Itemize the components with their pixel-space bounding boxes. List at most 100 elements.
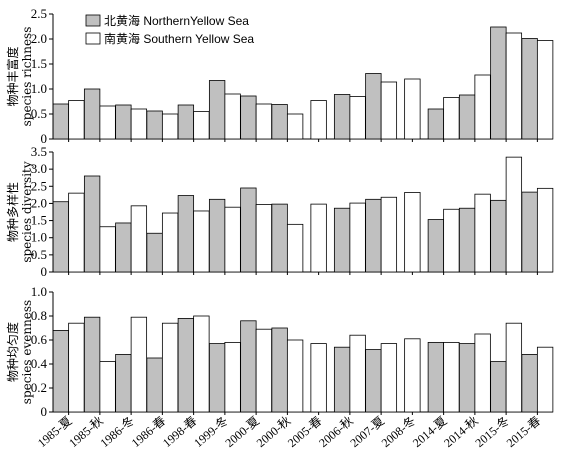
bar-southern [404,192,421,273]
bar-southern [130,205,148,273]
bar-southern [404,78,421,140]
y-tick-label: 1.0 [31,284,47,299]
y-tick-label: 0.8 [31,308,47,323]
bar-southern [193,315,210,413]
x-category-label: 2015-冬 [472,413,512,450]
bar-southern [404,338,421,413]
y-tick-label: 2.0 [31,195,47,210]
bar-northern [240,95,257,140]
bar-northern [208,198,226,273]
bar-southern [130,316,148,413]
bar-northern [115,353,132,413]
bar-southern [68,100,85,140]
x-category-label: 2005-春 [285,414,325,450]
bar-northern [271,327,288,413]
bar-northern [177,104,195,140]
chart-panel-top: 0 0.5 1.0 1.5 2.0 2.5 物种丰富度 species richness [5,6,554,146]
chart-panels: 0 0.5 1.0 1.5 2.0 2.5 物种丰富度 species richness 0 0.… [5,6,554,419]
bar-southern [380,343,398,413]
bar-northern [333,207,351,273]
bar-northern [83,316,101,413]
y-tick-label: 1.5 [31,213,47,228]
bar-northern [208,343,226,413]
bar-southern [380,81,398,140]
bar-southern [224,93,241,140]
bar-southern [443,341,460,413]
bar-southern [68,192,85,273]
bar-southern [99,361,116,413]
y-tick-label: 2.5 [31,6,47,21]
bar-southern [310,343,327,413]
y-tick-label: 1.0 [31,81,47,96]
x-category-label: 1998-春 [160,414,200,450]
bar-southern [536,346,554,413]
bar-northern [271,203,288,273]
bar-southern [161,322,179,413]
y-axis-title-cn: 物种均匀度 [5,322,20,382]
bar-southern [505,156,523,273]
bar-northern [115,222,132,273]
bar-southern [99,226,116,273]
y-axis-title-en: species richness [20,27,34,127]
bar-northern [521,38,538,140]
y-axis-title-en: species diversity [20,161,34,263]
bar-northern [427,341,445,413]
y-tick-label: 0.5 [31,247,47,262]
bar-southern [505,322,523,413]
bar-northern [521,191,538,273]
bar-northern [146,357,163,413]
bar-southern [474,333,491,413]
x-category-label: 1999-冬 [191,413,231,450]
y-tick-label: 0 [41,404,48,419]
legend-label-northern: 北黄海 NorthernYellow Sea [104,13,249,28]
bar-northern [521,353,538,413]
bar-southern [349,334,366,413]
bar-southern [99,105,116,140]
y-tick-label: 0.2 [31,380,47,395]
x-category-label: 2008-冬 [378,413,418,450]
bar-southern [349,202,366,273]
x-category-label: 2000-夏 [222,414,262,450]
bar-southern [380,196,398,273]
legend-swatch-northern [85,14,101,27]
bar-southern [130,108,148,140]
y-tick-label: 3.5 [31,144,47,159]
x-category-label: 2007-夏 [347,414,387,450]
bar-northern [83,88,101,140]
bar-southern [224,206,241,273]
y-tick-label: 0 [41,264,48,279]
bar-southern [255,328,273,413]
x-category-label: 1986-冬 [97,413,137,450]
bar-northern [177,195,195,273]
y-tick-label: 3.0 [31,161,47,176]
bar-northern [115,104,132,140]
bar-northern [333,346,351,413]
bar-northern [146,232,163,273]
bar-southern [443,97,460,140]
x-category-label: 2000-秋 [254,414,294,450]
bar-northern [458,207,476,273]
bar-southern [193,111,210,140]
y-tick-label: 1.5 [31,56,47,71]
bar-northern [458,94,476,140]
bar-northern [365,73,382,140]
legend-swatch-southern [85,32,101,45]
bar-northern [240,187,257,273]
bar-southern [310,100,327,140]
bar-northern [427,219,445,273]
y-tick-label: 0.6 [31,332,48,347]
bar-northern [177,317,195,413]
x-category-label: 1986-春 [129,414,169,450]
bar-northern [458,343,476,413]
bar-northern [365,198,382,273]
bar-northern [52,329,70,413]
bar-northern [490,361,507,413]
bar-northern [427,108,445,140]
bar-northern [271,104,288,140]
bar-southern [286,113,304,140]
x-category-label: 1985-夏 [35,414,75,450]
x-category-label: 2014-秋 [441,414,481,450]
bar-southern [286,223,304,273]
bar-northern [146,110,163,140]
